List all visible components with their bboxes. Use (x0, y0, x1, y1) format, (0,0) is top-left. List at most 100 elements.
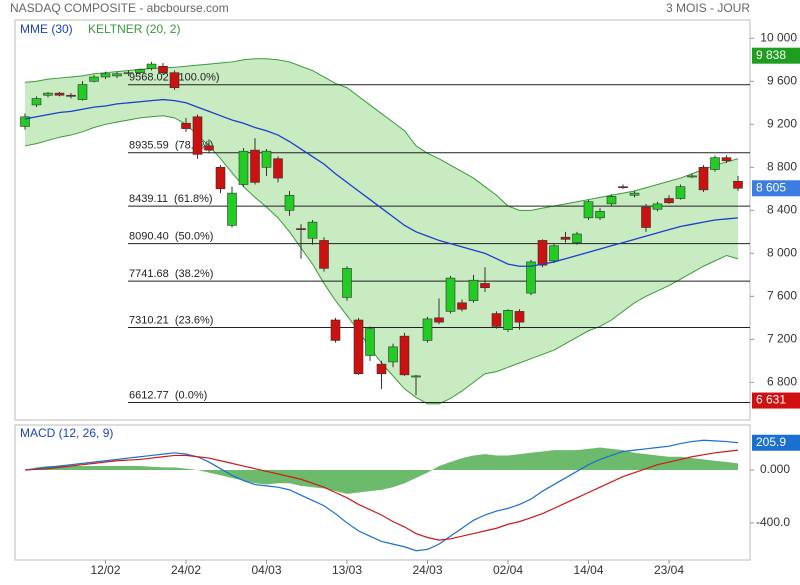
main-frame (14, 19, 751, 421)
value-label-box (752, 434, 800, 451)
price-label-box (752, 392, 800, 409)
candle-body (307, 221, 318, 239)
y-tick-label: 8 800 (767, 159, 797, 173)
candle-body (192, 116, 203, 155)
candle-body (641, 206, 651, 228)
x-tick-label: 13/03 (332, 563, 362, 577)
candle-body (434, 317, 444, 323)
candle-body (238, 150, 249, 185)
candle-body (100, 73, 111, 78)
x-tick-label: 23/04 (654, 563, 684, 577)
candle-body (365, 328, 375, 356)
candle-body (629, 192, 640, 196)
candle-body (710, 157, 720, 170)
price-label: 8 605 (756, 180, 786, 194)
candle-body (43, 92, 53, 96)
y-tick-label: 0.000 (760, 462, 790, 476)
candle-body (687, 175, 697, 178)
candle-body (664, 198, 674, 204)
candle-body (583, 201, 594, 219)
macd-histogram (25, 447, 738, 494)
mme-line (24, 98, 739, 267)
candle-body (721, 157, 732, 162)
chart-title: NASDAQ COMPOSITE - abcbourse.com (10, 1, 229, 15)
candle-body (733, 180, 743, 189)
candle-body (250, 149, 260, 183)
candle-body (123, 72, 134, 75)
fib-label: 8439.11 (61.8%) (129, 193, 213, 205)
y-tick-label: 6 800 (767, 375, 797, 389)
candle-body (353, 319, 364, 375)
candle-body (491, 313, 502, 327)
candle-body (468, 279, 479, 301)
fib-label: 6612.77 (0.0%) (129, 389, 207, 401)
candle-body (215, 167, 226, 190)
candle-body (135, 69, 145, 73)
fib-label: 8935.59 (78.6%) (129, 140, 213, 152)
candle-body (572, 233, 582, 243)
candle-body (204, 145, 214, 151)
y-tick-label: 8 000 (767, 246, 797, 260)
candle-body (181, 122, 191, 129)
candle-body (480, 283, 490, 289)
macd-frame (14, 424, 751, 561)
value-label: 205.9 (756, 435, 786, 449)
candle-body (330, 319, 341, 341)
macd-title: MACD (12, 26, 9) (20, 426, 113, 440)
candle-body (537, 240, 548, 266)
candle-body (31, 98, 42, 106)
y-tick-label: 9 600 (767, 73, 797, 87)
y-tick-label: 7 600 (767, 289, 797, 303)
price-label: 9 838 (756, 48, 786, 62)
x-tick-label: 02/04 (493, 563, 523, 577)
candle-body (261, 150, 272, 168)
candle-body (526, 261, 536, 294)
price-label-box (752, 180, 800, 197)
fib-label: 7310.21 (23.6%) (129, 314, 213, 326)
fib-label: 8090.40 (50.0%) (129, 231, 213, 243)
price-label: 6 631 (756, 393, 786, 407)
y-tick-label: 8 400 (767, 202, 797, 216)
x-tick-label: 14/04 (573, 563, 603, 577)
candle-body (342, 268, 352, 298)
candle-body (319, 240, 329, 269)
candle-body (296, 228, 306, 230)
candle-body (514, 311, 525, 323)
candle-body (146, 63, 157, 69)
keltner-upper (24, 58, 739, 211)
candle-body (698, 167, 709, 191)
legend-mme: MME (30) (20, 22, 73, 36)
candle-body (112, 73, 122, 77)
candle-body (89, 76, 99, 82)
candle-body (273, 158, 283, 179)
candle-body (606, 196, 617, 205)
x-tick-label: 04/03 (251, 563, 281, 577)
y-tick-label: 9 200 (767, 116, 797, 130)
y-tick-label: 7 200 (767, 332, 797, 346)
candle-body (445, 277, 456, 312)
candle-body (284, 194, 295, 211)
candle-body (411, 375, 421, 378)
candle-body (158, 65, 168, 73)
price-label-box (752, 47, 800, 64)
candle-body (376, 363, 387, 375)
x-tick-label: 12/02 (90, 563, 120, 577)
chart-subtitle: 3 MOIS - JOUR (666, 1, 750, 15)
candle-body (457, 302, 467, 310)
x-tick-label: 24/03 (412, 563, 442, 577)
candle-body (652, 203, 663, 210)
candle-body (549, 245, 559, 262)
candle-body (560, 236, 571, 240)
candle-body (20, 116, 30, 127)
keltner-band (25, 58, 738, 404)
candle-body (227, 192, 237, 226)
candle-body (169, 72, 180, 89)
candle-body (77, 84, 88, 100)
macd-line (24, 439, 739, 552)
candle-body (66, 94, 76, 97)
candle-body (388, 346, 398, 363)
y-tick-label: -400.0 (756, 515, 790, 529)
candle-body (54, 92, 65, 96)
